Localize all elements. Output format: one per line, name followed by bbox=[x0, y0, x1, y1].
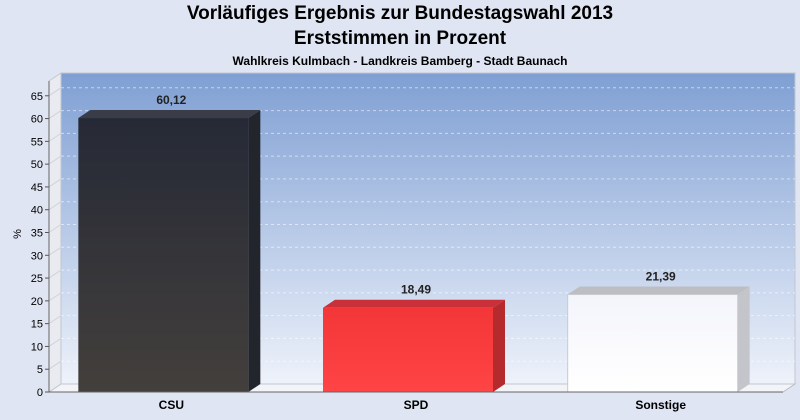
x-tick-label: SPD bbox=[404, 398, 429, 412]
x-tick-label: CSU bbox=[159, 398, 184, 412]
y-tick-label: 60 bbox=[31, 114, 43, 126]
y-tick-label: 55 bbox=[31, 136, 43, 148]
y-tick-label: 40 bbox=[31, 205, 43, 217]
y-tick-label: 35 bbox=[31, 228, 43, 240]
y-axis-label: % bbox=[12, 229, 24, 239]
y-axis: 0 5 10 15 20 25 30 35 40 45 50 55 60 65% bbox=[12, 81, 50, 399]
bar-top bbox=[567, 286, 750, 295]
grid-line-wall bbox=[48, 338, 62, 347]
grid-line-wall bbox=[48, 224, 62, 233]
bar bbox=[567, 294, 739, 393]
x-tick-label: Sonstige bbox=[635, 398, 686, 412]
y-tick-label: 45 bbox=[31, 182, 43, 194]
y-tick-label: 65 bbox=[31, 91, 43, 103]
bar-sonstige: 21,39 bbox=[567, 270, 750, 393]
bar bbox=[323, 307, 493, 392]
y-tick-label: 15 bbox=[31, 319, 43, 331]
grid-line-wall bbox=[48, 246, 62, 256]
bars: 60,12 18,49 21,39 bbox=[78, 93, 750, 393]
data-label: 18,49 bbox=[401, 283, 431, 297]
y-tick-label: 5 bbox=[37, 364, 43, 376]
bar-top bbox=[323, 299, 505, 308]
y-tick-label: 30 bbox=[31, 250, 43, 262]
y-tick-label: 10 bbox=[31, 341, 43, 353]
plot-left-wall bbox=[48, 72, 62, 393]
chart-title-line2: Erststimmen in Prozent bbox=[293, 28, 507, 49]
grid-line-wall bbox=[48, 201, 62, 211]
bar-spd: 18,49 bbox=[323, 283, 505, 392]
chart-title: Vorläufiges Ergebnis zur Bundestagswahl … bbox=[186, 3, 614, 24]
grid-line-wall bbox=[48, 155, 62, 165]
data-label: 60,12 bbox=[156, 93, 186, 107]
grid-line-wall bbox=[48, 269, 62, 279]
grid-line-wall bbox=[48, 178, 62, 188]
grid-line-wall bbox=[48, 360, 62, 370]
grid-line-wall bbox=[48, 292, 62, 302]
grid-line-wall bbox=[48, 132, 62, 142]
y-tick-label: 50 bbox=[31, 159, 43, 171]
bar-side bbox=[737, 286, 750, 392]
grid-line-wall bbox=[48, 110, 62, 119]
y-tick-label: 25 bbox=[31, 273, 43, 285]
data-label: 21,39 bbox=[646, 270, 676, 284]
bar-csu: 60,12 bbox=[78, 93, 261, 393]
y-tick-label: 0 bbox=[37, 387, 43, 399]
x-axis: CSU SPD Sonstige bbox=[49, 391, 783, 412]
grid-line-wall bbox=[48, 315, 62, 325]
grid-line-wall bbox=[48, 87, 62, 97]
chart-subtitle: Wahlkreis Kulmbach - Landkreis Bamberg -… bbox=[232, 54, 568, 68]
y-tick-label: 20 bbox=[31, 296, 43, 308]
bar bbox=[78, 118, 249, 393]
bar-side bbox=[248, 110, 261, 393]
bar-top bbox=[78, 110, 261, 119]
bar-side bbox=[493, 299, 505, 392]
